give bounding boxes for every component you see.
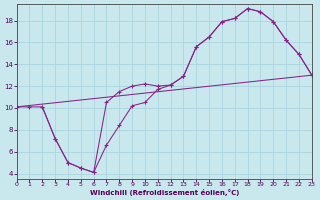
- X-axis label: Windchill (Refroidissement éolien,°C): Windchill (Refroidissement éolien,°C): [90, 189, 239, 196]
